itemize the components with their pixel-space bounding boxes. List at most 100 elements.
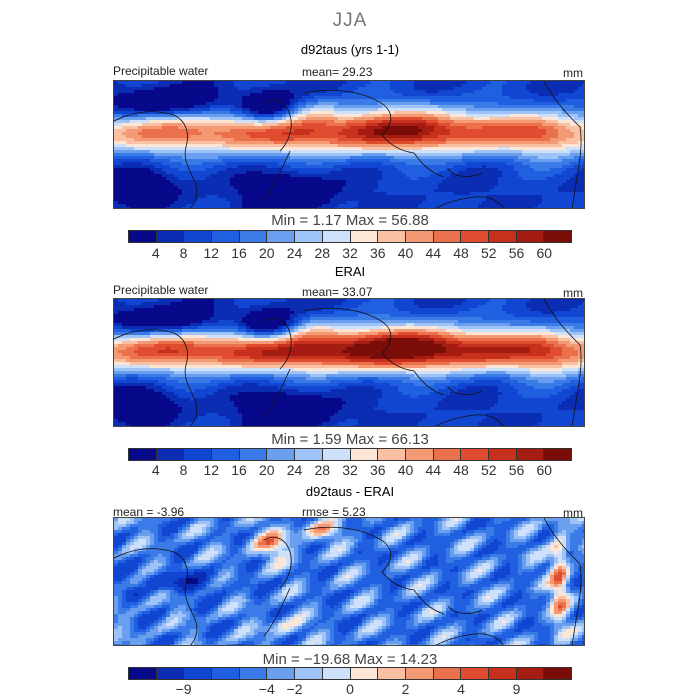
panel-1-map bbox=[113, 80, 585, 209]
coastline bbox=[413, 152, 445, 178]
colorbar-tick-label: 9 bbox=[512, 681, 521, 697]
colorbar-swatch bbox=[239, 668, 268, 679]
colorbar-swatch bbox=[156, 449, 185, 460]
panel-1-colorbar bbox=[128, 230, 572, 243]
colorbar-swatch bbox=[184, 231, 213, 242]
coastline bbox=[263, 587, 291, 637]
colorbar-swatch bbox=[544, 668, 571, 679]
colorbar-swatch bbox=[322, 668, 351, 679]
colorbar-swatch bbox=[267, 668, 296, 679]
panel-2-variable-label: Precipitable water bbox=[113, 283, 209, 297]
panel-1-min-max: Min = 1.17 Max = 56.88 bbox=[271, 212, 429, 229]
colorbar-swatch bbox=[350, 231, 379, 242]
panel-2-units: mm bbox=[563, 286, 583, 300]
colorbar-swatch bbox=[184, 668, 213, 679]
colorbar-tick-label: −4 bbox=[258, 681, 275, 697]
colorbar-tick-label: 48 bbox=[453, 462, 469, 478]
panel-2-min-max: Min = 1.59 Max = 66.13 bbox=[271, 431, 429, 448]
colorbar-tick-label: 40 bbox=[397, 462, 414, 478]
colorbar-tick-label: 8 bbox=[179, 462, 188, 478]
colorbar-swatch bbox=[156, 231, 185, 242]
colorbar-tick-label: 24 bbox=[286, 462, 303, 478]
panel-2-colorbar bbox=[128, 448, 572, 461]
coastline bbox=[303, 89, 415, 154]
coastline bbox=[303, 307, 415, 372]
colorbar-swatch bbox=[295, 449, 323, 460]
colorbar-swatch bbox=[212, 668, 240, 679]
colorbar-swatch bbox=[488, 231, 517, 242]
colorbar-swatch bbox=[488, 449, 517, 460]
colorbar-tick-label: 48 bbox=[453, 245, 469, 261]
coastline bbox=[435, 633, 504, 645]
colorbar-tick-label: 4 bbox=[457, 681, 465, 697]
colorbar-swatch bbox=[433, 449, 462, 460]
colorbar-tick-label: −9 bbox=[175, 681, 192, 697]
colorbar-tick-label: 60 bbox=[536, 462, 553, 478]
colorbar-swatch bbox=[516, 668, 545, 679]
colorbar-tick-label: 32 bbox=[342, 245, 358, 261]
panel-2-mean-label: mean= 33.07 bbox=[302, 285, 373, 299]
colorbar-swatch bbox=[212, 231, 240, 242]
panel-1-mean-label: mean= 29.23 bbox=[302, 65, 373, 79]
colorbar-tick-label: 12 bbox=[203, 245, 220, 261]
colorbar-swatch bbox=[544, 231, 571, 242]
season-title: JJA bbox=[332, 10, 368, 31]
panel-1-title: d92taus (yrs 1-1) bbox=[300, 42, 400, 57]
panel-2-title: ERAI bbox=[334, 264, 366, 279]
coastline bbox=[263, 317, 292, 370]
colorbar-tick-label: 16 bbox=[231, 462, 247, 478]
colorbar-tick-label: 4 bbox=[151, 245, 160, 261]
panel-1-units: mm bbox=[563, 66, 583, 80]
panel-3-rmse-label: rmse = 5.23 bbox=[302, 505, 366, 519]
colorbar-tick-label: 28 bbox=[314, 462, 331, 478]
colorbar-swatch bbox=[378, 668, 406, 679]
panel-3-units: mm bbox=[563, 506, 583, 520]
panel-3-title: d92taus - ERAI bbox=[305, 484, 395, 499]
colorbar-tick-label: 32 bbox=[342, 462, 358, 478]
colorbar-swatch bbox=[129, 449, 157, 460]
coastline bbox=[543, 518, 582, 645]
colorbar-swatch bbox=[295, 231, 323, 242]
colorbar-swatch bbox=[267, 231, 296, 242]
coastline bbox=[543, 299, 582, 426]
panel-3-colorbar-ticks: −9 −4 −2 0 2 4 9 bbox=[128, 681, 572, 697]
panel-1-variable-label: Precipitable water bbox=[113, 64, 209, 78]
colorbar-swatch bbox=[516, 449, 545, 460]
colorbar-tick-label: 44 bbox=[425, 462, 442, 478]
colorbar-swatch bbox=[405, 231, 434, 242]
colorbar-swatch bbox=[433, 668, 462, 679]
coastline bbox=[435, 414, 504, 426]
colorbar-swatch bbox=[378, 231, 406, 242]
colorbar-swatch bbox=[544, 449, 571, 460]
colorbar-swatch bbox=[212, 449, 240, 460]
coastlines bbox=[114, 518, 582, 645]
colorbar-tick-label: 12 bbox=[203, 462, 220, 478]
panel-3-min-max: Min = −19.68 Max = 14.23 bbox=[262, 651, 438, 668]
colorbar-tick-label: 16 bbox=[231, 245, 247, 261]
colorbar-tick-label: 52 bbox=[480, 462, 497, 478]
colorbar-tick-label: 44 bbox=[425, 245, 442, 261]
colorbar-swatch bbox=[129, 231, 157, 242]
coastline bbox=[114, 329, 198, 426]
coastline bbox=[303, 526, 415, 591]
coastline bbox=[447, 386, 483, 395]
colorbar-tick-label: 60 bbox=[536, 245, 553, 261]
colorbar-swatch bbox=[461, 449, 489, 460]
coastlines bbox=[114, 81, 582, 208]
coastline bbox=[263, 150, 291, 200]
colorbar-swatch bbox=[129, 668, 157, 679]
colorbar-swatch bbox=[322, 231, 351, 242]
colorbar-swatch bbox=[433, 231, 462, 242]
colorbar-swatch bbox=[405, 449, 434, 460]
coastline bbox=[263, 99, 292, 152]
contour-field bbox=[114, 518, 584, 645]
colorbar-swatch bbox=[378, 449, 406, 460]
colorbar-tick-label: 28 bbox=[314, 245, 331, 261]
coastline bbox=[413, 589, 445, 615]
colorbar-tick-label: 56 bbox=[508, 462, 525, 478]
panel-3-colorbar bbox=[128, 667, 572, 680]
colorbar-swatch bbox=[156, 668, 185, 679]
colorbar-tick-label: 4 bbox=[151, 462, 160, 478]
contour-field bbox=[114, 81, 584, 208]
panel-1-colorbar-ticks: 4 8 12 16 20 24 28 32 36 40 44 48 52 56 60 bbox=[128, 245, 572, 261]
